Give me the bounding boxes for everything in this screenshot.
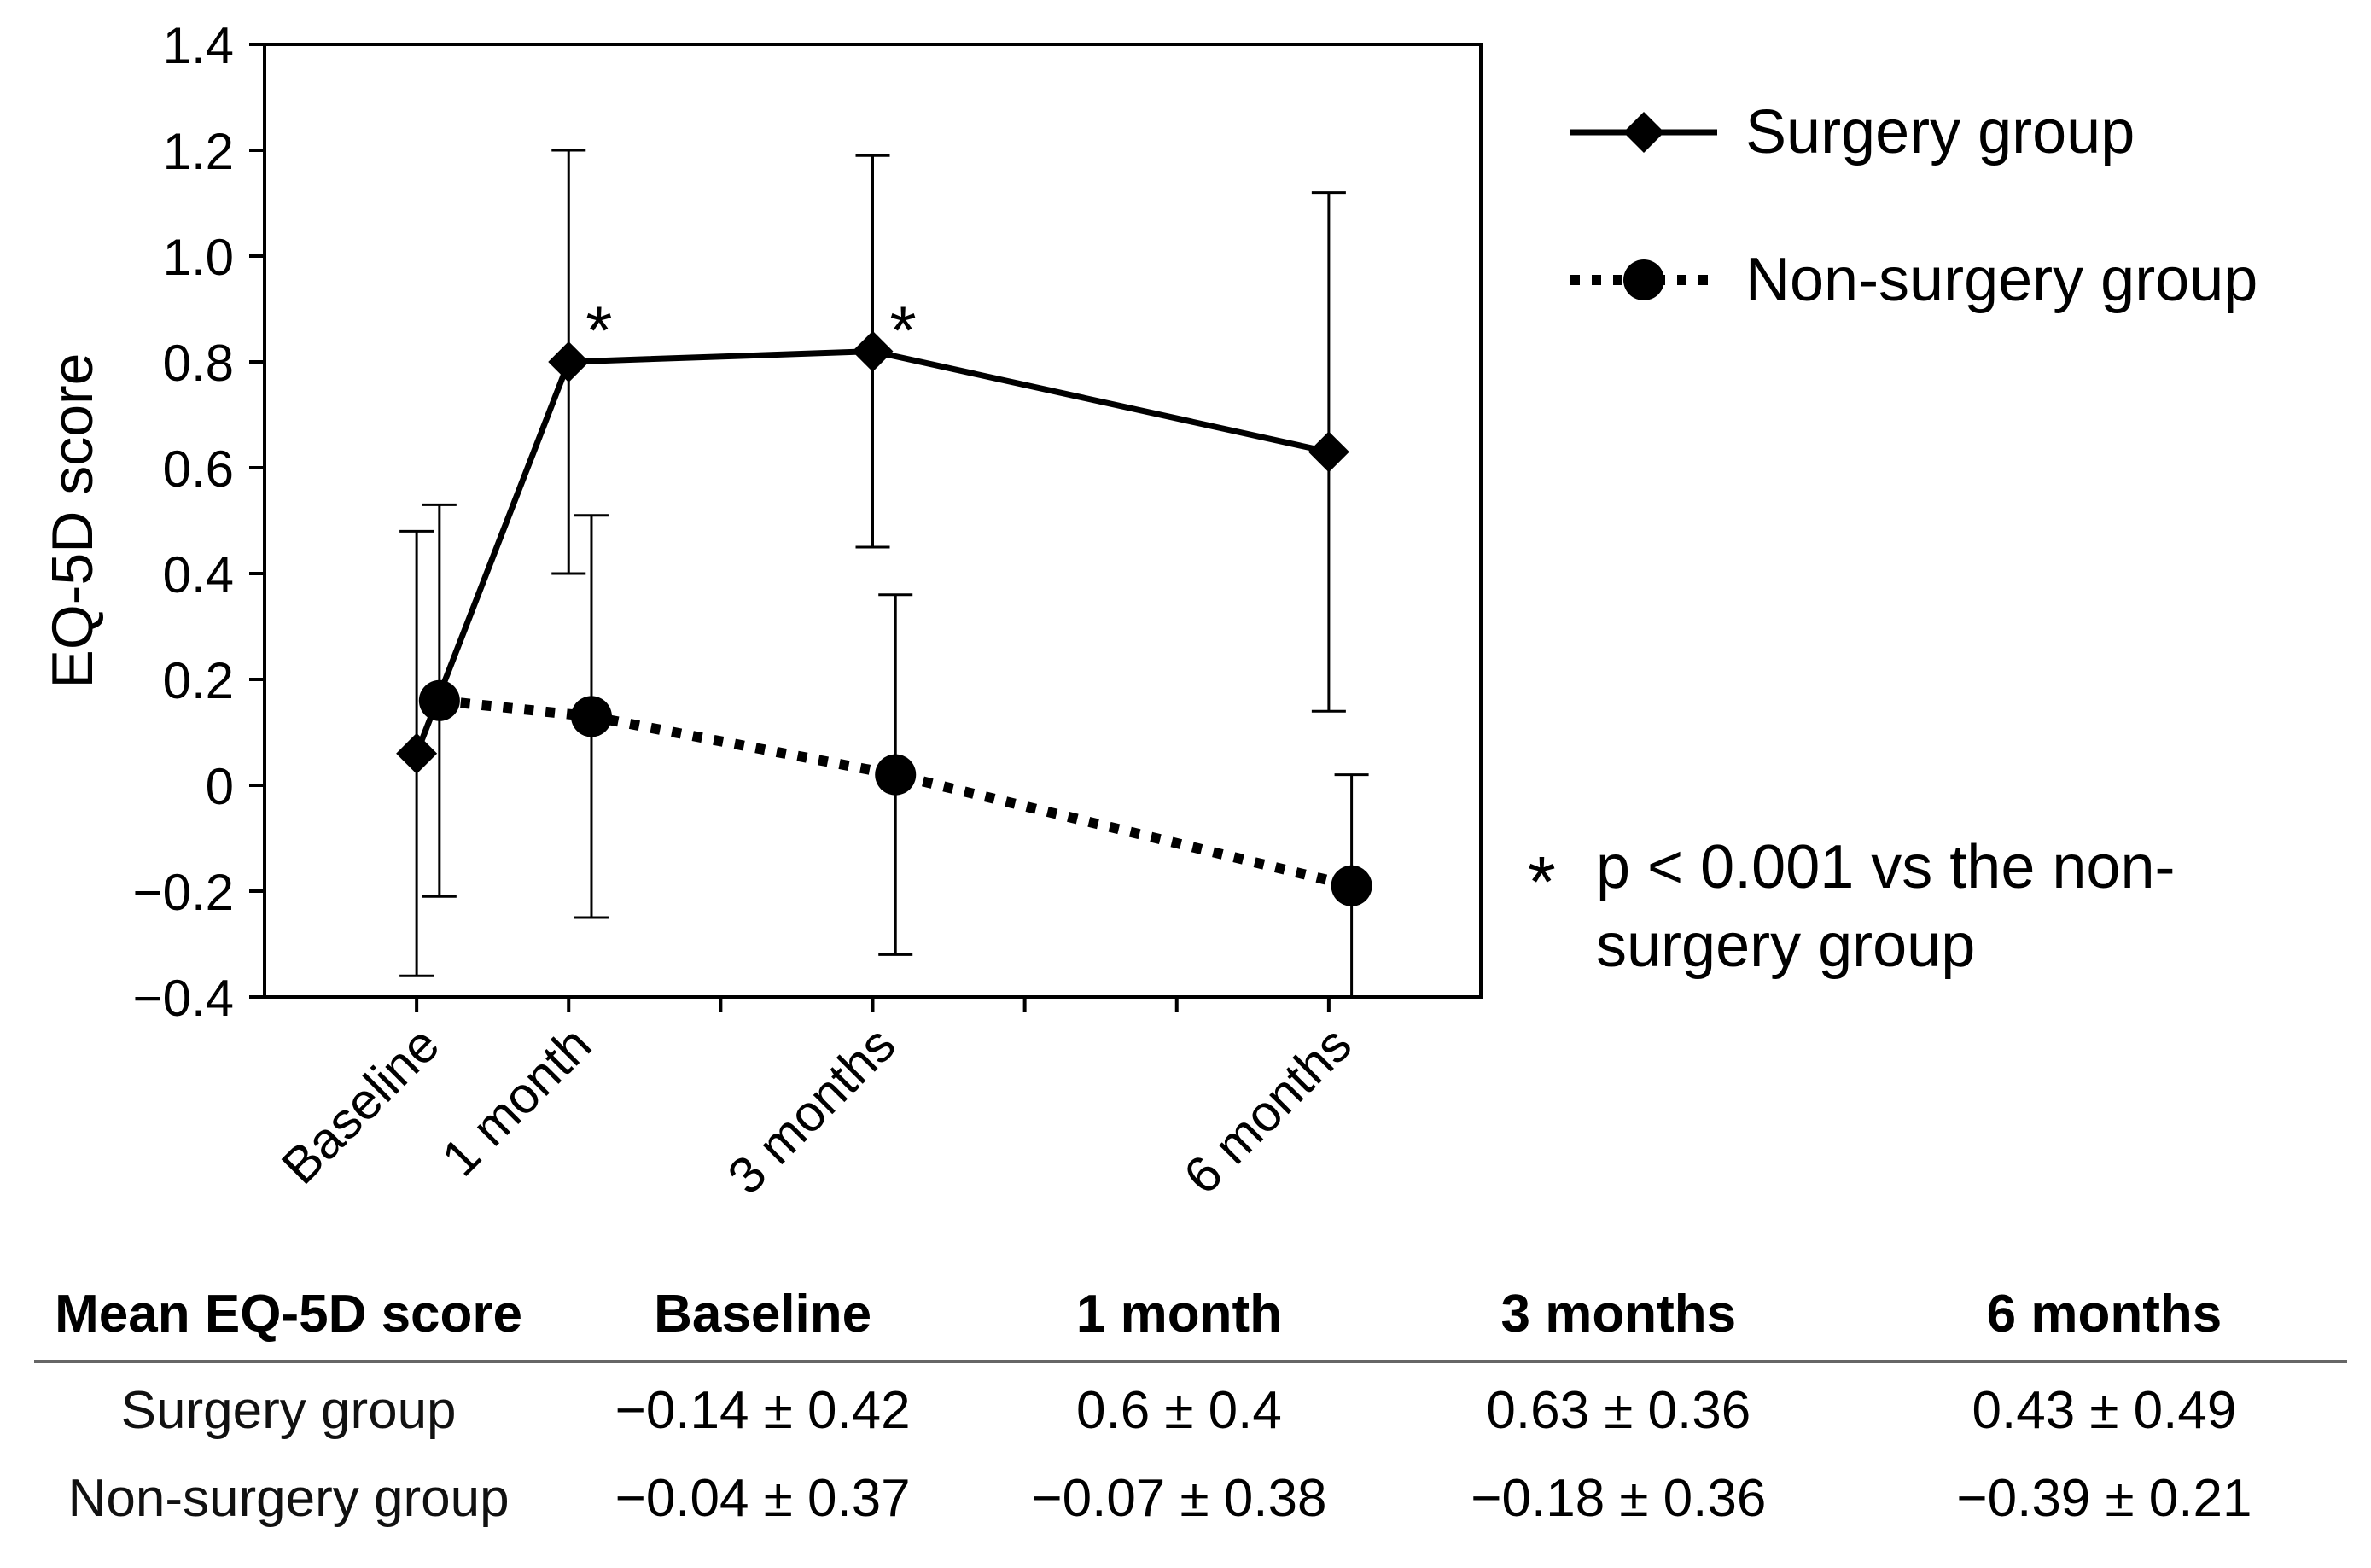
significance-asterisk: * <box>890 292 917 368</box>
x-tick-label: Baseline <box>271 1016 450 1195</box>
y-axis-label: EQ-5D score <box>40 353 105 689</box>
non-surgery-point <box>875 754 917 796</box>
y-tick-label: 0.8 <box>163 335 234 392</box>
table-row: Non-surgery group −0.04 ± 0.37 −0.07 ± 0… <box>34 1451 2347 1539</box>
table-cell: −0.18 ± 0.36 <box>1471 1469 1767 1528</box>
non-surgery-legend-marker <box>1623 259 1664 300</box>
table-cell: −0.14 ± 0.42 <box>615 1381 911 1440</box>
x-tick-label: 1 month <box>431 1016 603 1187</box>
surgery-point <box>396 732 438 774</box>
y-tick-label: 0.6 <box>163 440 234 498</box>
table-cell: 0.6 ± 0.4 <box>1075 1381 1282 1440</box>
surgery-legend-marker <box>1623 112 1664 153</box>
surgery-series-line <box>413 348 1330 755</box>
y-tick-label: 0.4 <box>163 546 234 603</box>
eq5d-line-chart: 1.4 1.2 1.0 0.8 0.6 0.4 0.2 0 −0.2 −0.4 Baseline1 … <box>40 17 2257 1205</box>
surgery-point <box>548 341 590 382</box>
non-surgery-legend-label: Non-surgery group <box>1745 246 2257 314</box>
non-surgery-point <box>570 696 612 737</box>
footnote-line: p < 0.001 vs the non- <box>1596 833 2175 901</box>
y-tick-label: 0 <box>206 758 234 815</box>
y-tick-label: 1.4 <box>163 17 234 74</box>
non-surgery-point <box>1331 865 1372 906</box>
table-cell: −0.07 ± 0.38 <box>1031 1469 1327 1528</box>
surgery-point <box>1308 431 1349 473</box>
table-header-cell: Baseline <box>543 1272 983 1363</box>
mean-score-table: Mean EQ-5D score Baseline 1 month 3 mont… <box>34 1272 2347 1539</box>
table-cell: −0.04 ± 0.37 <box>615 1469 911 1528</box>
table-row-label: Non-surgery group <box>67 1469 510 1528</box>
surgery-point <box>852 330 894 372</box>
table-header-row: Mean EQ-5D score Baseline 1 month 3 mont… <box>34 1272 2347 1363</box>
y-tick-label: 0.2 <box>163 652 234 709</box>
x-tick-label: 6 months <box>1173 1016 1362 1205</box>
y-tick-label: 1.2 <box>163 123 234 180</box>
table-header-cell: 3 months <box>1375 1272 1861 1363</box>
y-tick-label: −0.2 <box>133 864 234 921</box>
footnote-asterisk: * <box>1528 842 1556 922</box>
plot-area: 1.4 1.2 1.0 0.8 0.6 0.4 0.2 0 −0.2 −0.4 Baseline1 … <box>40 17 1483 1205</box>
footnote-line: surgery group <box>1596 912 1975 980</box>
table-header-cell: 6 months <box>1861 1272 2347 1363</box>
significance-asterisk: * <box>585 292 612 368</box>
table-header-cell: Mean EQ-5D score <box>34 1272 544 1363</box>
legend: Surgery group Non-surgery group <box>1570 98 2257 314</box>
non-surgery-point <box>418 679 460 721</box>
table-row: Surgery group −0.14 ± 0.42 0.6 ± 0.4 0.6… <box>34 1361 2347 1451</box>
table-row-label: Surgery group <box>120 1381 457 1440</box>
table-header-cell: 1 month <box>982 1272 1376 1363</box>
significance-footnote: * p < 0.001 vs the non-surgery group <box>1528 833 2175 980</box>
surgery-legend-label: Surgery group <box>1745 98 2135 166</box>
table-cell: −0.39 ± 0.21 <box>1956 1469 2252 1528</box>
table-cell: 0.63 ± 0.36 <box>1486 1381 1751 1440</box>
y-tick-label: −0.4 <box>133 970 234 1027</box>
x-tick-label: 3 months <box>717 1016 906 1205</box>
non-surgery-series-line <box>439 695 1354 891</box>
table-cell: 0.43 ± 0.49 <box>1972 1381 2237 1440</box>
y-tick-label: 1.0 <box>163 229 234 286</box>
